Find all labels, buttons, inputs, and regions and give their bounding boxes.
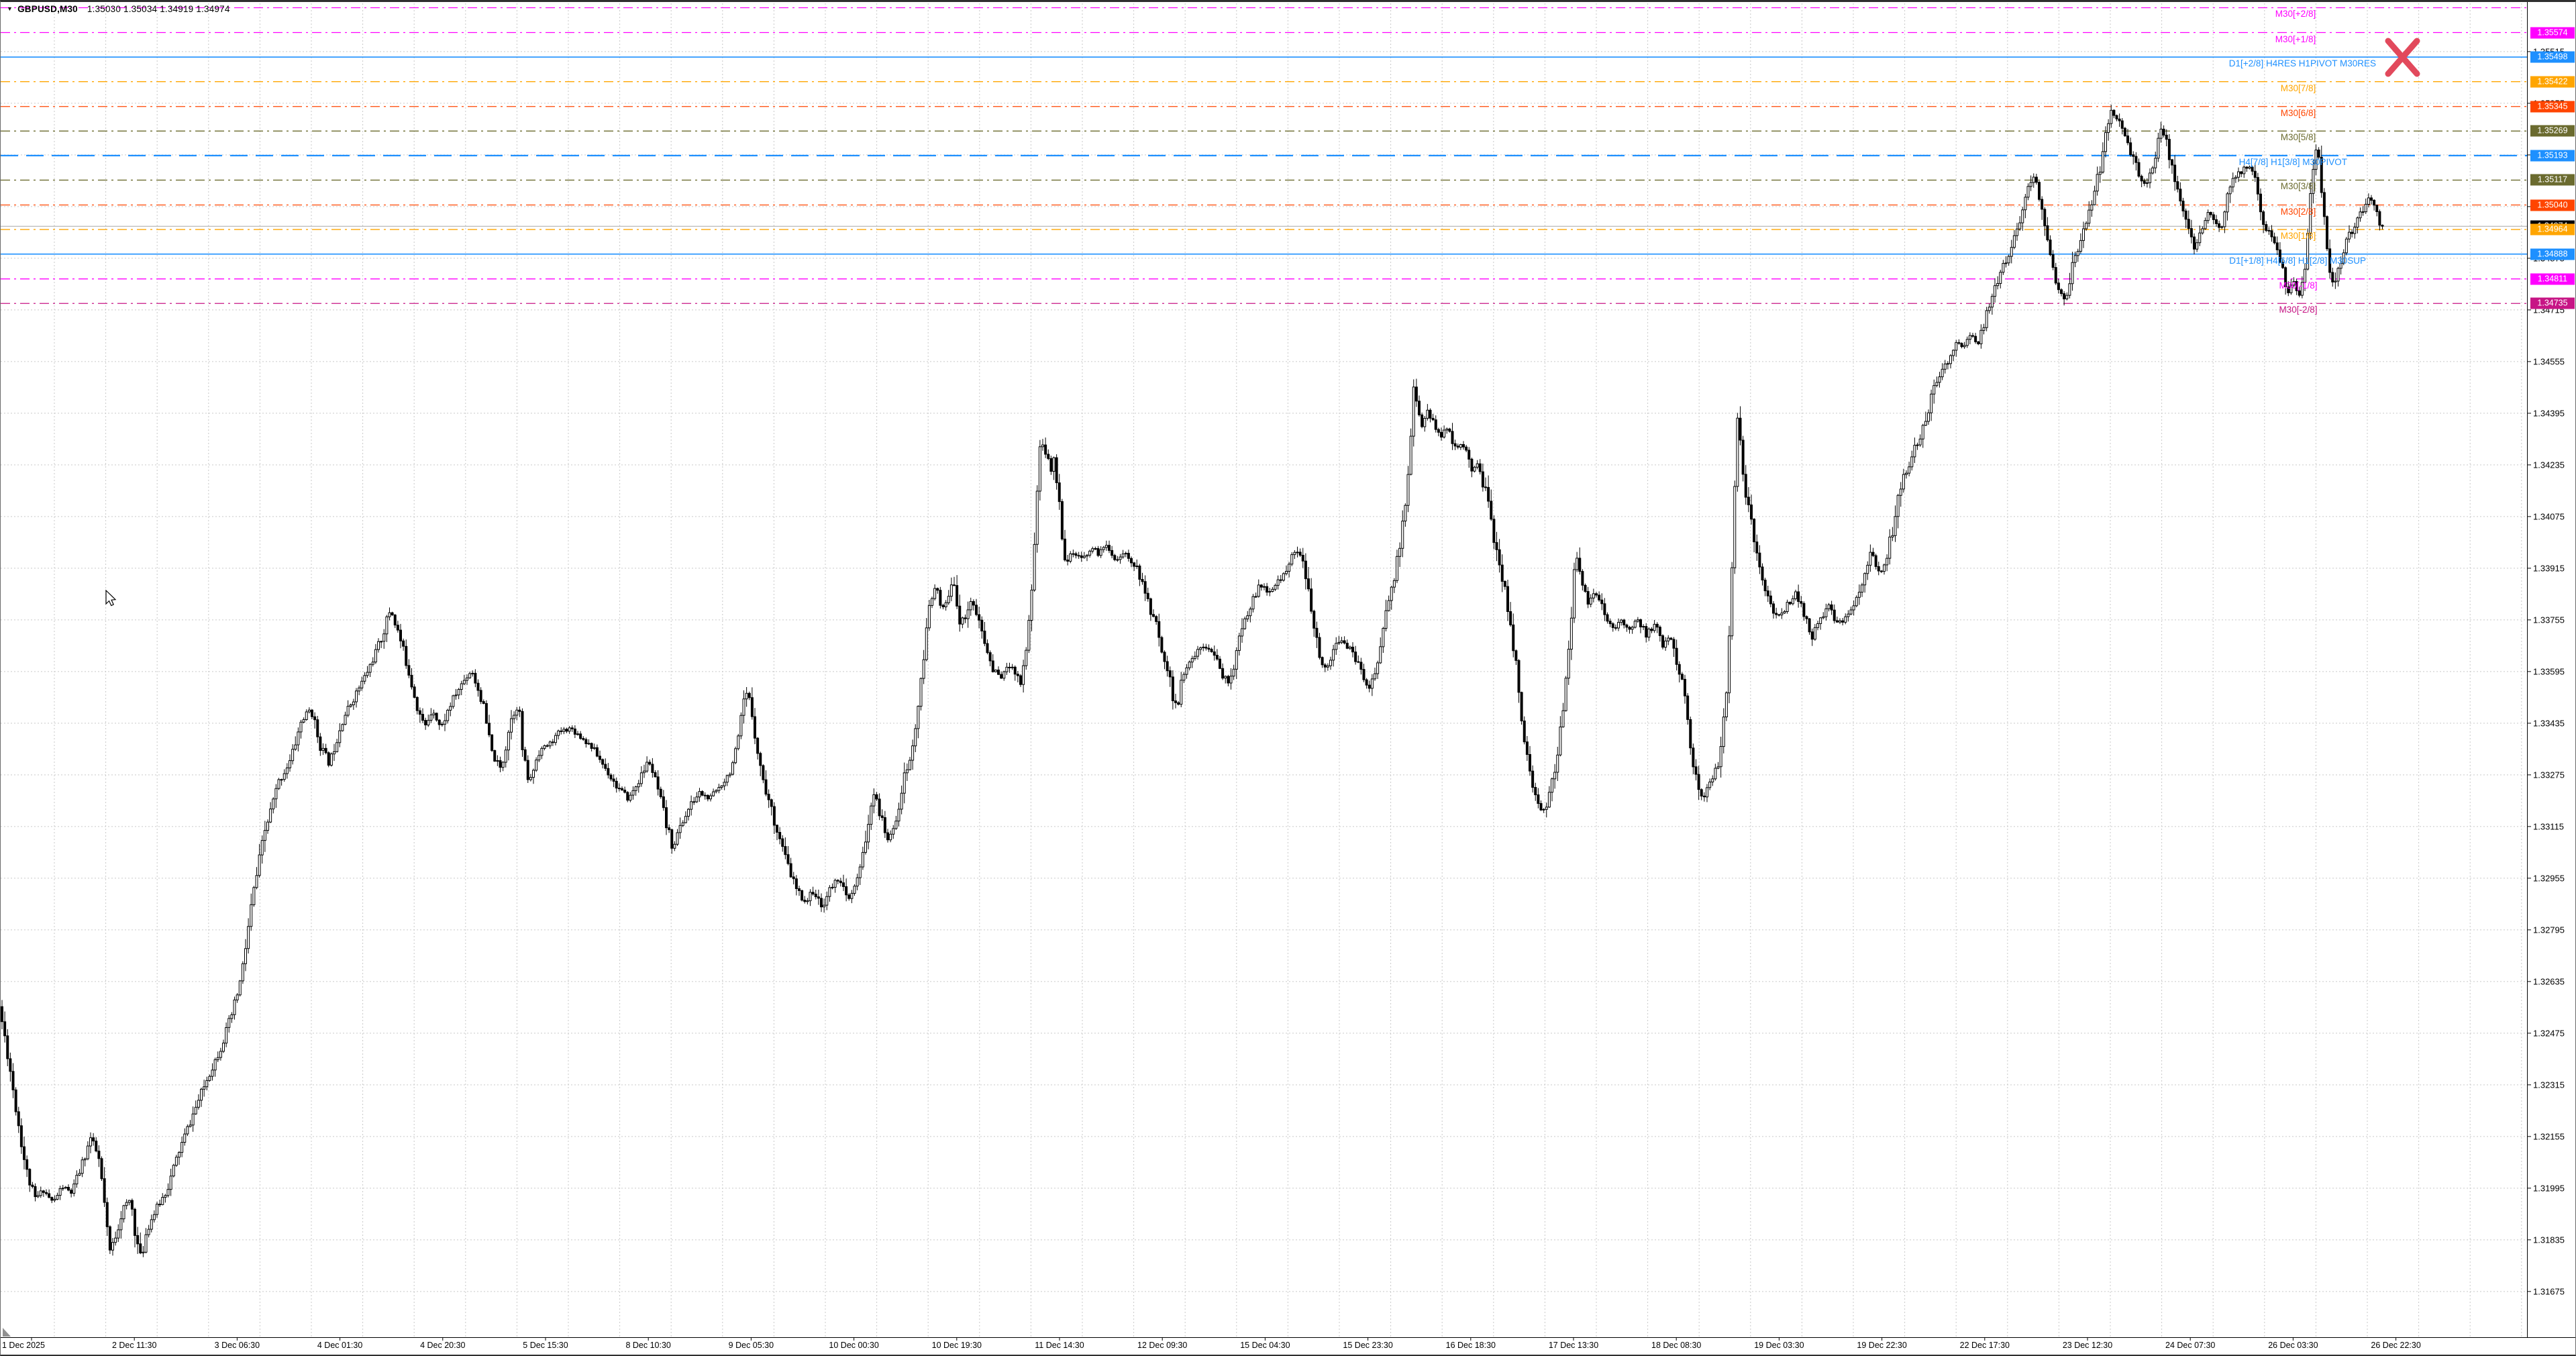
- murrey-line-label[interactable]: M30[7/8]: [2280, 83, 2316, 93]
- candlestick-series: [1, 104, 2384, 1257]
- time-tick-label: 16 Dec 18:30: [1445, 1341, 1496, 1350]
- murrey-line-label[interactable]: M30[3/8]: [2280, 181, 2316, 192]
- price-line-badge: 1.34735: [2530, 297, 2575, 309]
- murrey-line-label[interactable]: M30[-1/8]: [2279, 280, 2318, 291]
- price-line-badge: 1.35040: [2530, 199, 2575, 211]
- time-tick-label: 10 Dec 19:30: [931, 1341, 982, 1350]
- time-tick-label: 4 Dec 01:30: [317, 1341, 363, 1350]
- murrey-line-label[interactable]: M30[1/8]: [2280, 231, 2316, 242]
- time-tick-label: 18 Dec 08:30: [1651, 1341, 1702, 1350]
- price-tick-label: 1.33115: [2533, 821, 2565, 832]
- time-tick-label: 19 Dec 22:30: [1857, 1341, 1907, 1350]
- symbol-timeframe-label: GBPUSD,M30: [17, 4, 78, 14]
- price-line-badge: 1.34811: [2530, 273, 2575, 285]
- time-tick-label: 9 Dec 05:30: [728, 1341, 774, 1350]
- time-tick-label: 23 Dec 12:30: [2062, 1341, 2113, 1350]
- price-tick-label: 1.33595: [2533, 666, 2565, 677]
- murrey-line-label[interactable]: M30[+2/8]: [2275, 9, 2316, 19]
- price-line-badge: 1.34964: [2530, 223, 2575, 236]
- time-tick-label: 26 Dec 22:30: [2371, 1341, 2421, 1350]
- price-line-badge: 1.35345: [2530, 101, 2575, 113]
- price-tick-label: 1.33755: [2533, 615, 2565, 625]
- ohlc-values: 1.35030 1.35034 1.34919 1.34974: [87, 4, 230, 14]
- murrey-line-label[interactable]: M30[6/8]: [2280, 107, 2316, 118]
- time-tick-label: 1 Dec 2025: [2, 1341, 45, 1350]
- murrey-line-label[interactable]: M30[+1/8]: [2275, 34, 2316, 44]
- murrey-line-label[interactable]: D1[+2/8] H4RES H1PIVOT M30RES: [2228, 58, 2376, 69]
- murrey-line-label[interactable]: D1[+1/8] H4[6/8] H1[2/8] M30SUP: [2229, 255, 2366, 266]
- price-tick-label: 1.34235: [2533, 460, 2565, 470]
- time-tick-label: 4 Dec 20:30: [420, 1341, 466, 1350]
- price-tick-label: 1.32795: [2533, 925, 2565, 935]
- time-tick-label: 19 Dec 03:30: [1754, 1341, 1804, 1350]
- time-tick-label: 24 Dec 07:30: [2165, 1341, 2216, 1350]
- price-tick-label: 1.31675: [2533, 1286, 2565, 1297]
- price-line-badge: 1.35269: [2530, 125, 2575, 137]
- time-tick-label: 3 Dec 06:30: [214, 1341, 260, 1350]
- time-tick-label: 11 Dec 14:30: [1035, 1341, 1084, 1350]
- murrey-line-label[interactable]: M30[-2/8]: [2279, 305, 2318, 315]
- murrey-line-label[interactable]: M30[2/8]: [2280, 206, 2316, 217]
- price-line-badge: 1.34888: [2530, 248, 2575, 260]
- price-line-badge: 1.35574: [2530, 27, 2575, 39]
- murrey-lines: [1, 7, 2527, 304]
- symbol-dropdown-icon[interactable]: ▼: [7, 5, 13, 12]
- price-tick-label: 1.34075: [2533, 511, 2565, 522]
- grid: [1, 3, 2527, 1337]
- time-tick-label: 15 Dec 23:30: [1343, 1341, 1393, 1350]
- price-tick-label: 1.31835: [2533, 1235, 2565, 1245]
- price-tick-label: 1.32475: [2533, 1028, 2565, 1039]
- murrey-line-label[interactable]: H4[7/8] H1[3/8] M30PIVOT: [2238, 156, 2347, 167]
- time-tick-label: 8 Dec 10:30: [625, 1341, 671, 1350]
- price-tick-label: 1.31995: [2533, 1183, 2565, 1194]
- murrey-line-label[interactable]: M30[5/8]: [2280, 132, 2316, 143]
- price-tick-label: 1.33275: [2533, 770, 2565, 780]
- time-tick-label: 17 Dec 13:30: [1548, 1341, 1599, 1350]
- time-tick-label: 15 Dec 04:30: [1240, 1341, 1290, 1350]
- price-line-badge: 1.35422: [2530, 76, 2575, 88]
- chart-title: ▼ GBPUSD,M30 1.35030 1.35034 1.34919 1.349…: [7, 4, 230, 14]
- mouse-cursor: [105, 589, 117, 607]
- price-line-badge: 1.35193: [2530, 150, 2575, 162]
- price-tick-label: 1.32315: [2533, 1080, 2565, 1090]
- price-tick-label: 1.33435: [2533, 718, 2565, 729]
- price-tick-label: 1.32155: [2533, 1131, 2565, 1142]
- price-line-badge: 1.35498: [2530, 51, 2575, 63]
- time-tick-label: 5 Dec 15:30: [523, 1341, 568, 1350]
- price-line-badge: 1.35117: [2530, 174, 2575, 186]
- time-tick-label: 10 Dec 00:30: [829, 1341, 879, 1350]
- chart-scroll-marker: [3, 1328, 11, 1337]
- price-tick-label: 1.34555: [2533, 356, 2565, 367]
- price-tick-label: 1.33915: [2533, 563, 2565, 574]
- price-tick-label: 1.32955: [2533, 873, 2565, 884]
- time-tick-label: 12 Dec 09:30: [1137, 1341, 1188, 1350]
- price-tick-label: 1.34395: [2533, 408, 2565, 419]
- price-tick-label: 1.32635: [2533, 976, 2565, 987]
- rejection-x-mark[interactable]: [2385, 38, 2420, 77]
- time-tick-label: 26 Dec 03:30: [2268, 1341, 2318, 1350]
- time-tick-label: 2 Dec 11:30: [111, 1341, 157, 1350]
- time-tick-label: 22 Dec 17:30: [1959, 1341, 2010, 1350]
